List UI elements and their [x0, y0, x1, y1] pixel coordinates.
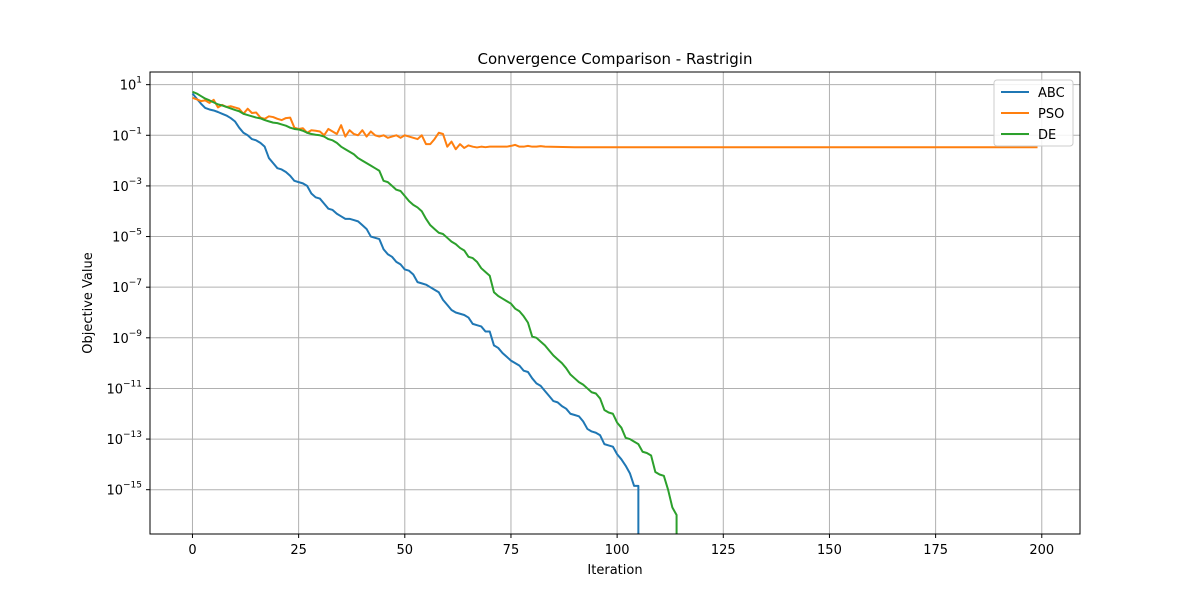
y-tick-label: 10−5: [112, 228, 142, 246]
legend: ABC PSO DE: [993, 79, 1074, 147]
chart-title: Convergence Comparison - Rastrigin: [478, 50, 753, 68]
x-tick-label: 0: [188, 543, 196, 558]
series-line-de: [192, 90, 678, 534]
series-line-pso: [192, 96, 1038, 151]
x-tick-label: 150: [817, 543, 842, 558]
y-tick-label: 10−1: [112, 126, 142, 144]
series-layer: [191, 90, 1038, 534]
x-tick-label: 75: [503, 543, 520, 558]
y-tick-label: 101: [120, 76, 142, 94]
y-tick-label: 10−13: [106, 430, 142, 448]
y-tick-label: 10−7: [112, 278, 142, 296]
legend-label-pso: PSO: [1038, 107, 1064, 122]
x-tick-label: 175: [923, 543, 948, 558]
x-tick-label: 25: [290, 543, 307, 558]
legend-label-de: DE: [1038, 128, 1056, 143]
y-axis-label: Objective Value: [81, 252, 96, 353]
legend-label-abc: ABC: [1038, 86, 1065, 101]
grid-lines: [150, 72, 1080, 534]
x-tick-label: 50: [397, 543, 414, 558]
x-tick-label: 125: [711, 543, 736, 558]
y-tick-label: 10−11: [106, 379, 142, 397]
y-tick-label: 10−9: [112, 329, 142, 347]
legend-box: [993, 79, 1074, 147]
x-tick-label: 200: [1029, 543, 1054, 558]
x-axis-label: Iteration: [587, 563, 642, 578]
y-tick-label: 10−3: [112, 177, 142, 195]
series-line-abc: [191, 92, 640, 534]
axis-ticks: 0 25 50 75 100 125 150 175 200 101 10−1 10−3 10−5 10−…: [106, 76, 1054, 558]
plot-frame: [149, 71, 1081, 535]
y-tick-label: 10−15: [106, 481, 142, 499]
x-tick-label: 100: [605, 543, 630, 558]
